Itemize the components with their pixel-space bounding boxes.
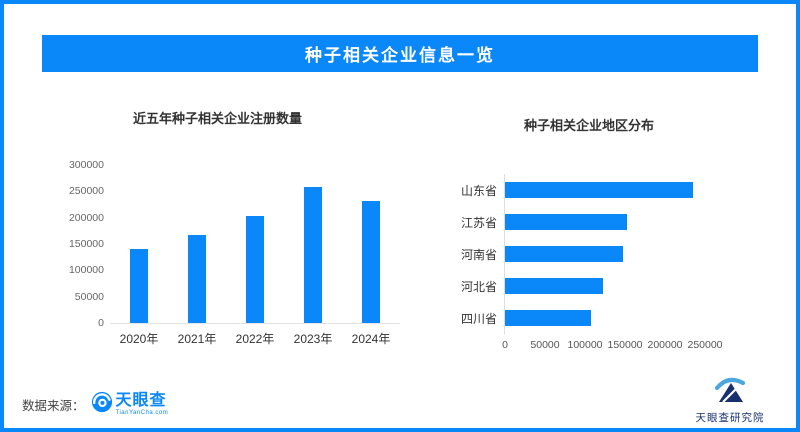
y-axis-tick-label: 150000 <box>68 238 104 250</box>
y-axis-tick-label: 250000 <box>68 185 104 198</box>
category-label: 河北省 <box>460 279 497 294</box>
y-axis-tick-label: 300000 <box>68 159 104 171</box>
x-axis-tick-label: 200000 <box>647 339 683 351</box>
bar-2021年 <box>188 235 206 323</box>
bar-track <box>505 182 765 198</box>
bar-slot-2022年 <box>226 165 284 323</box>
x-axis-category-label: 2020年 <box>119 332 159 346</box>
distribution-chart: 种子相关企业地区分布 山东省江苏省河南省河北省四川省 0 50000 100000 1… <box>455 100 785 362</box>
bar-河南省 <box>505 246 623 262</box>
bar-slot-2024年 <box>342 165 400 323</box>
y-axis-tick-label: 50000 <box>74 290 104 303</box>
distribution-x-axis: 0 50000 100000 150000 200000 250000 <box>502 339 725 353</box>
institute-logo-text: 天眼查研究院 <box>695 412 765 424</box>
x-axis-tick-label: 250000 <box>687 339 723 351</box>
chart-row-河北省: 河北省 <box>455 270 765 302</box>
data-source-label: 数据来源： <box>22 398 85 413</box>
bar-slot-2020年 <box>110 165 168 323</box>
bar-track <box>505 310 765 326</box>
bar-2024年 <box>362 201 380 323</box>
bar-track <box>505 246 765 262</box>
x-axis-category-label: 2021年 <box>177 332 217 346</box>
category-label: 河南省 <box>460 247 497 262</box>
x-axis-tick-label: 100000 <box>567 339 603 351</box>
bar-四川省 <box>505 310 591 326</box>
category-label: 四川省 <box>460 311 497 326</box>
chart-row-山东省: 山东省 <box>455 174 765 206</box>
tianyancha-logo-text: 天眼查 <box>115 391 167 409</box>
bar-河北省 <box>505 278 603 294</box>
x-axis-category-label: 2024年 <box>351 332 391 346</box>
registrations-plot-area <box>110 165 400 324</box>
bar-2023年 <box>304 187 322 323</box>
distribution-plot-area: 山东省江苏省河南省河北省四川省 <box>455 174 765 334</box>
x-axis-tick-label: 50000 <box>530 339 560 351</box>
registrations-chart-title: 近五年种子相关企业注册数量 <box>133 111 303 126</box>
page-title-banner: 种子相关企业信息一览 <box>42 35 758 72</box>
institute-logo-icon <box>710 377 750 408</box>
category-label: 山东省 <box>460 183 497 198</box>
chart-row-河南省: 河南省 <box>455 238 765 270</box>
bar-2022年 <box>246 216 264 323</box>
registrations-y-axis: 0 50000 100000 150000 200000 250000 300000 <box>60 159 104 329</box>
bar-track <box>505 214 765 230</box>
bar-track <box>505 278 765 294</box>
chart-row-江苏省: 江苏省 <box>455 206 765 238</box>
tianyancha-logo: 天眼查 TianYanCha.com <box>91 391 169 418</box>
chart-row-四川省: 四川省 <box>455 302 765 334</box>
y-axis-tick-label: 100000 <box>68 264 104 277</box>
x-axis-category-label: 2023年 <box>293 332 333 346</box>
institute-logo: 天眼查研究院 <box>690 376 770 425</box>
category-label: 江苏省 <box>460 215 497 230</box>
tianyancha-eye-icon <box>91 391 113 418</box>
bar-2020年 <box>130 249 148 323</box>
bar-slot-2021年 <box>168 165 226 323</box>
data-source: 数据来源： 天眼查 TianYanCha.com <box>22 389 168 419</box>
distribution-y-axis-line <box>504 174 505 334</box>
y-axis-tick-label: 0 <box>98 317 104 329</box>
tianyancha-logo-subtext: TianYanCha.com <box>115 409 169 416</box>
x-axis-tick-label: 0 <box>502 339 508 351</box>
distribution-chart-title: 种子相关企业地区分布 <box>524 118 655 133</box>
x-axis-tick-label: 150000 <box>607 339 643 351</box>
bar-江苏省 <box>505 214 627 230</box>
registrations-x-axis: 2020年 2021年 2022年 2023年 2024年 <box>110 330 400 347</box>
page-title: 种子相关企业信息一览 <box>305 46 495 65</box>
x-axis-category-label: 2022年 <box>235 332 275 346</box>
bar-山东省 <box>505 182 693 198</box>
bar-slot-2023年 <box>284 165 342 323</box>
registrations-chart: 近五年种子相关企业注册数量 0 50000 100000 150000 200000 25… <box>60 100 410 362</box>
y-axis-tick-label: 200000 <box>68 211 104 224</box>
